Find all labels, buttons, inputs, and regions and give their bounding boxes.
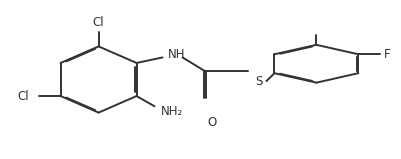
Text: NH₂: NH₂ [160, 105, 183, 118]
Text: Cl: Cl [93, 16, 104, 29]
Text: F: F [384, 48, 391, 61]
Text: Cl: Cl [18, 90, 29, 103]
Text: S: S [255, 75, 262, 88]
Text: O: O [208, 116, 217, 129]
Text: NH: NH [168, 48, 185, 61]
